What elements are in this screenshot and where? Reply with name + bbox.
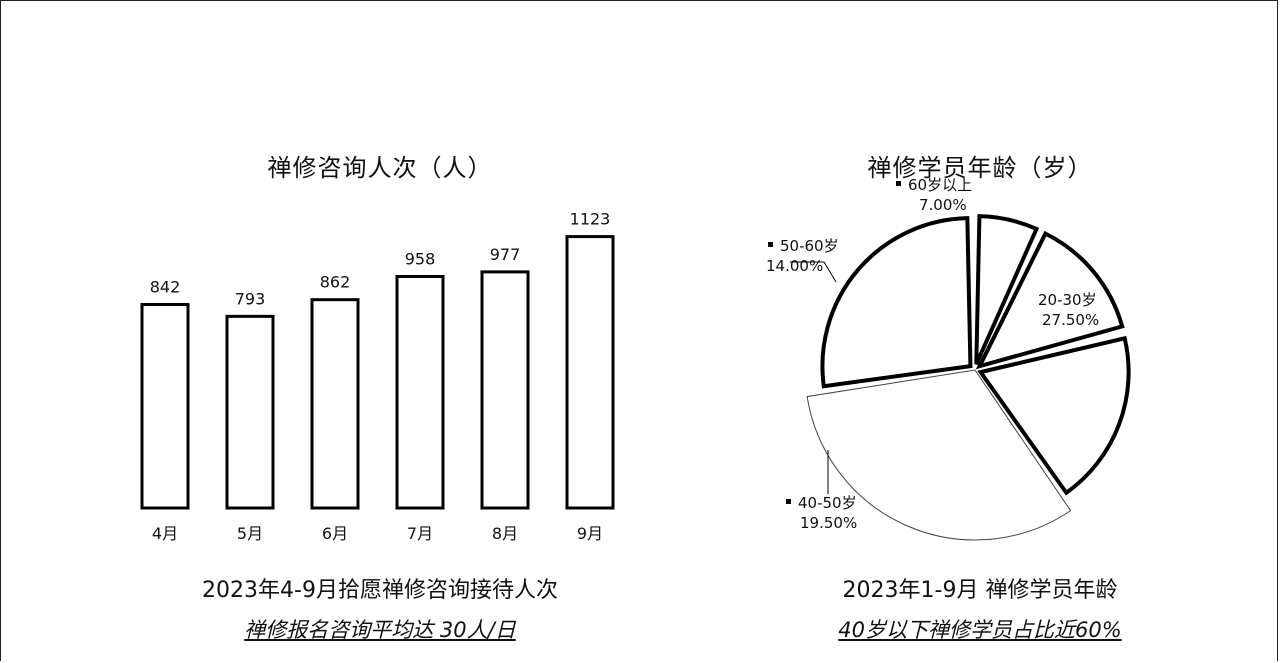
- pie-slice-30-40岁: [806, 369, 1072, 541]
- bar-category-label: 7月: [407, 524, 433, 543]
- bar-value-label: 862: [320, 273, 351, 292]
- bar-chart-panel: 禅修咨询人次（人） 842 4月 793 5月 862 6月 958 7月 977 8月 1123 9…: [100, 0, 660, 663]
- pie-label-category: 20-30岁: [1038, 291, 1097, 309]
- pie-label-category: 60岁以上: [908, 176, 972, 194]
- bar-value-label: 793: [235, 289, 266, 308]
- bar-category-label: 9月: [577, 524, 603, 543]
- pie-chart-panel: 禅修学员年龄（岁） 60岁以上 7.00% 50-60岁 14.00% 40-50岁 19…: [720, 0, 1240, 663]
- bar-8月: [480, 270, 530, 510]
- pie-chart-caption: 2023年1-9月 禅修学员年龄: [842, 578, 1118, 603]
- bar-category-label: 6月: [322, 524, 348, 543]
- leader-line: [790, 261, 837, 283]
- bar-category-label: 4月: [152, 524, 178, 543]
- pie-chart: 60岁以上 7.00% 50-60岁 14.00% 40-50岁 19.50% 20-30岁…: [766, 176, 1131, 541]
- pie-label-value: 19.50%: [800, 514, 857, 532]
- pie-chart-subcaption: 40岁以下禅修学员占比近60%: [838, 618, 1122, 642]
- legend-marker: [786, 499, 791, 504]
- pie-slice-60岁以上: [974, 214, 1040, 365]
- pie-label-category: 40-50岁: [798, 494, 857, 512]
- pie-label-value: 7.00%: [919, 196, 967, 214]
- bar-category-label: 5月: [237, 524, 263, 543]
- bar-chart: 842 4月 793 5月 862 6月 958 7月 977 8月 1123 9月: [140, 210, 615, 543]
- bar-value-label: 977: [490, 245, 521, 264]
- bar-chart-subcaption: 禅修报名咨询平均达 30人/日: [244, 618, 516, 642]
- pie-label-value: 14.00%: [766, 257, 823, 275]
- pie-chart-title: 禅修学员年龄（岁）: [867, 154, 1093, 182]
- bar-6月: [310, 298, 360, 510]
- bar-chart-title: 禅修咨询人次（人）: [267, 154, 493, 182]
- bar-value-label: 958: [405, 249, 436, 268]
- bar-9月: [565, 235, 615, 510]
- bar-value-label: 1123: [570, 210, 611, 229]
- pie-slice-40-50岁: [977, 335, 1131, 496]
- legend-marker: [896, 181, 901, 186]
- bar-value-label: 842: [150, 278, 181, 297]
- pie-slice-20-30岁: [820, 216, 973, 389]
- bar-5月: [225, 314, 275, 510]
- legend-marker: [768, 242, 773, 247]
- bar-4月: [140, 303, 190, 510]
- pie-label-value: 27.50%: [1042, 311, 1099, 329]
- pie-slice-50-60岁: [975, 230, 1125, 370]
- bar-category-label: 8月: [492, 524, 518, 543]
- bar-chart-caption: 2023年4-9月拾愿禅修咨询接待人次: [202, 578, 558, 603]
- bar-7月: [395, 274, 445, 510]
- pie-label-category: 50-60岁: [780, 237, 839, 255]
